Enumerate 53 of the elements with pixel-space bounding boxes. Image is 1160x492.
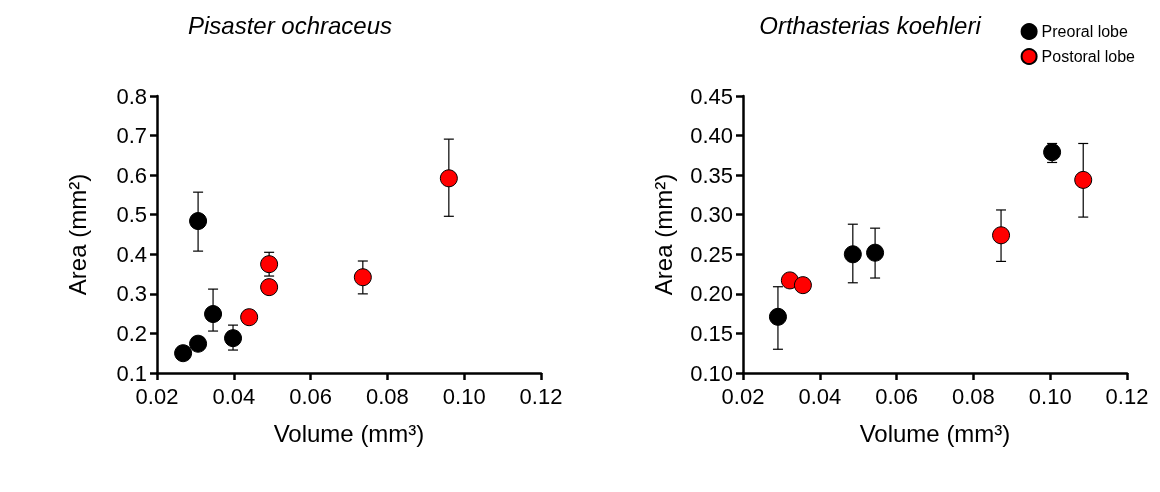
x-axis-title: Volume (mm³)	[859, 419, 1011, 447]
y-tick-label: 0.4	[116, 241, 147, 267]
point	[793, 276, 812, 295]
point	[189, 334, 208, 353]
y-tick-label: 0.35	[690, 162, 733, 188]
point	[174, 344, 193, 363]
point	[843, 245, 862, 264]
x-tick-label: 0.06	[289, 383, 333, 409]
y-tick-label: 0.10	[690, 360, 733, 386]
x-tick-label: 0.08	[365, 383, 409, 409]
x-tick-label: 0.02	[721, 383, 765, 409]
y-tick-label: 0.2	[116, 320, 147, 346]
x-tick-label: 0.08	[951, 383, 995, 409]
y-tick-label: 0.3	[116, 281, 147, 307]
y-tick-label: 0.8	[116, 83, 147, 109]
point	[353, 268, 372, 287]
y-tick-label: 0.15	[690, 320, 733, 346]
point	[768, 307, 787, 326]
x-tick-label: 0.02	[135, 383, 179, 409]
x-tick-label: 0.04	[212, 383, 256, 409]
point	[866, 243, 885, 262]
y-axis-title: Area (mm²)	[63, 173, 91, 296]
x-axis-title: Volume (mm³)	[273, 419, 425, 447]
chart-title: Pisaster ochraceus	[187, 11, 393, 39]
y-axis-title: Area (mm²)	[649, 173, 677, 296]
y-tick-label: 0.30	[690, 202, 733, 228]
x-tick-label: 0.04	[798, 383, 842, 409]
x-tick-label: 0.12	[519, 383, 563, 409]
point	[224, 329, 243, 348]
y-tick-label: 0.1	[116, 360, 147, 386]
x-tick-label: 0.12	[1105, 383, 1149, 409]
chart-title: Orthasterias koehleri	[759, 11, 982, 39]
point	[204, 305, 223, 324]
y-tick-label: 0.40	[690, 123, 733, 149]
point	[260, 255, 279, 274]
y-tick-label: 0.5	[116, 202, 147, 228]
point	[439, 169, 458, 188]
point	[1074, 170, 1093, 189]
y-tick-label: 0.6	[116, 162, 147, 188]
x-tick-label: 0.10	[1028, 383, 1072, 409]
point	[260, 278, 279, 297]
point	[240, 308, 259, 327]
y-tick-label: 0.25	[690, 241, 733, 267]
legend-label: Preoral lobe	[1041, 23, 1128, 40]
point	[992, 226, 1011, 245]
y-tick-label: 0.45	[690, 83, 733, 109]
y-tick-label: 0.20	[690, 281, 733, 307]
x-tick-label: 0.10	[442, 383, 486, 409]
point	[189, 212, 208, 231]
point	[1043, 143, 1062, 162]
legend-label: Postoral lobe	[1041, 48, 1136, 65]
y-tick-label: 0.7	[116, 123, 147, 149]
x-tick-label: 0.06	[875, 383, 919, 409]
